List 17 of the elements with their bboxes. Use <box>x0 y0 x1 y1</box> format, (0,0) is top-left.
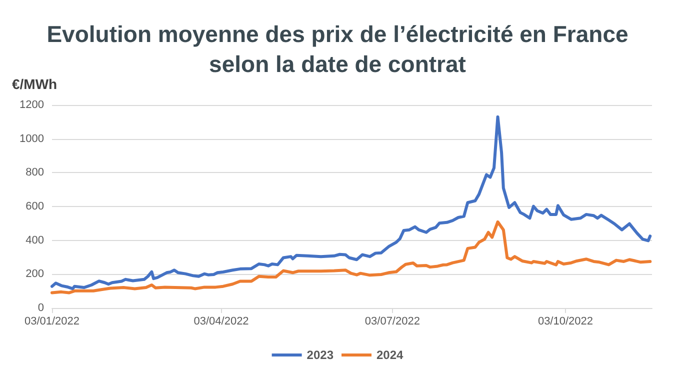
x-tick-label: 03/01/2022 <box>24 316 80 328</box>
line-series <box>50 115 652 290</box>
legend-label: 2024 <box>376 348 404 362</box>
y-tick-label: 0 <box>38 302 44 314</box>
y-tick-label: 200 <box>26 268 44 280</box>
y-tick-label: 800 <box>26 166 44 179</box>
legend-label: 2023 <box>306 348 334 362</box>
x-tick-label: 03/10/2022 <box>538 316 594 328</box>
chart-title: Evolution moyenne des prix de l’électricité en France selon la date de contrat <box>46 21 628 77</box>
x-tick-label: 03/07/2022 <box>364 316 420 328</box>
y-tick-label: 600 <box>26 200 44 212</box>
y-axis-title: €/MWh <box>12 76 58 92</box>
x-tick-label: 03/04/2022 <box>194 316 249 328</box>
y-tick-label: 1200 <box>20 99 44 111</box>
y-tick-label: 400 <box>26 234 44 246</box>
y-tick-label: 1000 <box>20 132 44 145</box>
line-series <box>50 220 652 294</box>
